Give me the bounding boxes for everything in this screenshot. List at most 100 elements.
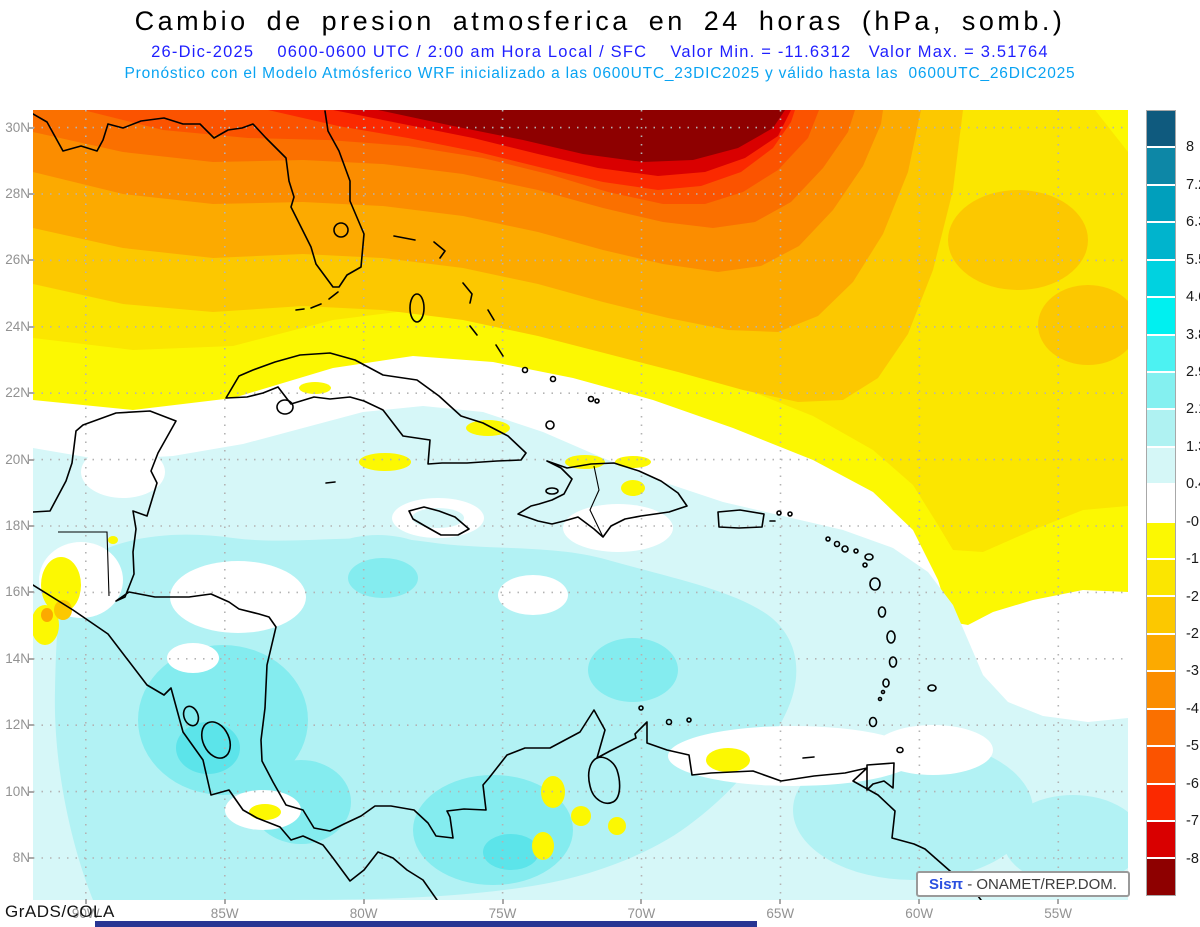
andros-island (409, 293, 425, 323)
colorbar-segment (1147, 709, 1175, 746)
lat-tick-label: 24N (5, 318, 30, 334)
credit-grads-cola: GrADS/COLA (5, 902, 115, 921)
gonave-island (545, 487, 559, 495)
badge-system-name: Sisπ (929, 875, 964, 893)
lon-tick-label: 90W (71, 906, 100, 921)
lon-tick-mark (84, 899, 87, 904)
lat-tick-mark (29, 259, 34, 262)
colorbar-label: 2.1 (1186, 401, 1200, 418)
lake-maracaibo (587, 756, 621, 804)
colorbar-segment (1147, 335, 1175, 371)
colorbar-segment (1147, 522, 1175, 559)
lon-tick-label: 60W (905, 906, 934, 921)
lat-tick-mark (29, 392, 34, 395)
lon-tick-mark (918, 899, 921, 904)
colorbar-segment (1147, 672, 1175, 708)
pressure-fall-bands (33, 110, 1138, 625)
haiti-dr-border (589, 465, 604, 538)
lat-tick-mark (29, 126, 34, 129)
jamaica-coast (408, 506, 470, 536)
local-fall-spots (31, 382, 750, 860)
colorbar-label: -3.8 (1186, 663, 1200, 680)
puerto-rico-coast (717, 509, 776, 529)
lat-tick-label: 8N (12, 850, 30, 865)
colorbar-segment (1147, 260, 1175, 297)
colorbar (1146, 110, 1176, 896)
lat-tick-label: 18N (5, 518, 30, 533)
page-title: Cambio de presion atmosferica en 24 hora… (134, 6, 1066, 36)
bahamas (393, 235, 504, 357)
lat-tick-label: 26N (5, 252, 30, 268)
lon-tick-mark (1057, 899, 1060, 904)
lat-tick-label: 12N (5, 717, 30, 733)
colorbar-segment (1147, 223, 1175, 259)
colorbar-segment (1147, 447, 1175, 484)
lon-tick-mark (362, 899, 365, 904)
colorbar-label: -0.4 (1186, 513, 1200, 530)
lon-tick-mark (223, 899, 226, 904)
contour-map-svg (31, 110, 1143, 901)
trinidad-coast (866, 762, 895, 791)
colorbar-label: -2.9 (1186, 626, 1200, 643)
colorbar-segment (1147, 560, 1175, 596)
lesser-antilles (638, 510, 937, 759)
colorbar-segment (1147, 485, 1175, 521)
colorbar-segment (1147, 822, 1175, 858)
contour-map (31, 110, 1143, 901)
colorbar-segment (1147, 185, 1175, 222)
lat-tick-mark (29, 724, 34, 727)
colorbar-segment (1147, 410, 1175, 446)
lake-okeechobee (333, 222, 349, 238)
lon-tick-label: 80W (349, 906, 378, 921)
colorbar-label: 3.8 (1186, 326, 1200, 343)
colorbar-label: 7.2 (1186, 176, 1200, 193)
lon-tick-label: 85W (210, 906, 239, 921)
lake-managua (182, 705, 200, 727)
colorbar-label: 2.9 (1186, 364, 1200, 380)
badge-separator: - (963, 875, 977, 893)
hispaniola-coast (517, 460, 688, 538)
isla-juventud (276, 399, 294, 415)
lat-tick-label: 16N (5, 584, 30, 600)
colorbar-label: -4.6 (1186, 700, 1200, 717)
bottom-window-bar (95, 921, 757, 927)
attribution-badge: Sisπ - ONAMET/REP.DOM. (916, 871, 1130, 897)
colorbar-segment (1147, 859, 1175, 895)
colorbar-label: -8 (1186, 850, 1199, 867)
lat-tick-label: 20N (5, 451, 30, 467)
lat-tick-label: 14N (5, 650, 30, 666)
lon-tick-label: 70W (627, 906, 656, 921)
florida-keys (295, 291, 339, 311)
lat-tick-mark (29, 193, 34, 195)
lon-tick-mark (640, 899, 643, 904)
lat-tick-mark (29, 857, 34, 859)
cayman (325, 481, 336, 484)
colorbar-label: -2.1 (1186, 588, 1200, 605)
belize-guatemala-border (58, 531, 110, 597)
colorbar-segment (1147, 148, 1175, 184)
lat-tick-label: 28N (5, 186, 30, 201)
colorbar-label: -1.3 (1186, 551, 1200, 568)
colorbar-label: 0.4 (1186, 476, 1200, 493)
colorbar-label: 6.3 (1186, 214, 1200, 231)
colorbar-segment (1147, 298, 1175, 334)
colorbar-label: 5.5 (1186, 251, 1200, 268)
colorbar-segment (1147, 111, 1175, 147)
colorbar-segment (1147, 597, 1175, 633)
jamaica-inner-cyan (412, 508, 464, 528)
colorbar-label: -6.3 (1186, 775, 1200, 792)
colorbar-segment (1147, 372, 1175, 409)
lon-tick-mark (779, 899, 782, 904)
gulf-florida-coast (32, 110, 365, 288)
badge-org-name: ONAMET/REP.DOM. (976, 875, 1117, 893)
colorbar-segment (1147, 634, 1175, 671)
lat-tick-mark (29, 790, 34, 793)
lat-tick-mark (29, 325, 34, 328)
lon-tick-label: 55W (1044, 906, 1072, 921)
lat-tick-label: 30N (5, 119, 30, 135)
colorbar-segment (1147, 784, 1175, 821)
lon-tick-mark (501, 899, 504, 904)
colorbar-segment (1147, 747, 1175, 783)
lat-tick-label: 10N (5, 783, 30, 799)
